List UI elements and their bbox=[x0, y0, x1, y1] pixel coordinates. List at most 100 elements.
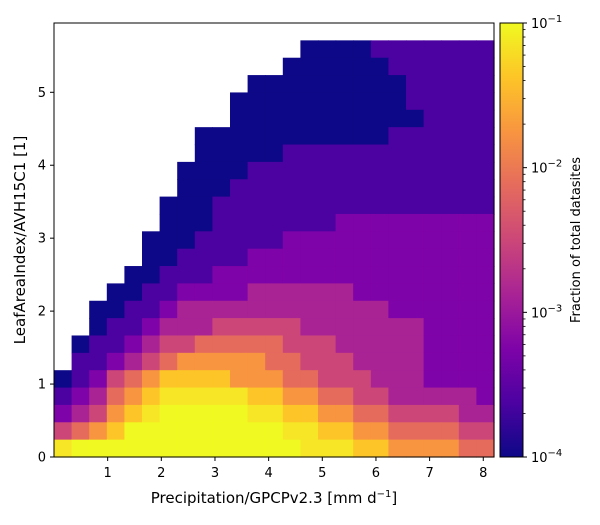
heatmap-cell bbox=[159, 335, 178, 354]
plot-frame bbox=[53, 22, 495, 458]
heatmap-cell bbox=[476, 248, 495, 267]
heatmap-cell bbox=[476, 266, 495, 284]
heatmap-cell bbox=[441, 370, 460, 389]
heatmap-cell bbox=[230, 335, 249, 354]
heatmap-cell bbox=[177, 248, 196, 267]
heatmap-cell bbox=[406, 196, 425, 215]
heatmap-cell bbox=[335, 109, 354, 128]
heatmap-cell bbox=[476, 213, 495, 232]
heatmap-cell bbox=[159, 283, 178, 302]
heatmap-cell bbox=[300, 335, 319, 354]
heatmap-cell bbox=[194, 266, 213, 284]
heatmap-cell bbox=[335, 422, 354, 441]
heatmap-cell bbox=[230, 144, 249, 163]
heatmap-cell bbox=[335, 387, 354, 406]
heatmap-cell bbox=[406, 40, 425, 59]
colorbar-tick-label: 10−3 bbox=[531, 303, 562, 321]
heatmap-cell bbox=[318, 370, 337, 389]
heatmap-cell bbox=[318, 161, 337, 180]
heatmap-cell bbox=[212, 404, 231, 423]
heatmap-cell bbox=[194, 213, 213, 232]
heatmap-cell bbox=[300, 300, 319, 319]
heatmap-cell bbox=[406, 144, 425, 163]
heatmap-cell bbox=[159, 370, 178, 389]
heatmap-cell bbox=[282, 179, 301, 198]
heatmap-cell bbox=[230, 179, 249, 198]
heatmap-cell bbox=[388, 318, 407, 337]
heatmap-cell bbox=[476, 300, 495, 319]
heatmap-cell bbox=[71, 335, 90, 354]
x-axis-label-tail: ] bbox=[391, 489, 397, 507]
heatmap-cell bbox=[423, 144, 442, 163]
heatmap-cell bbox=[142, 248, 161, 267]
heatmap-cell bbox=[318, 127, 337, 146]
heatmap-cell bbox=[476, 422, 495, 441]
heatmap-cell bbox=[212, 179, 231, 198]
heatmap-cell bbox=[370, 404, 389, 423]
heatmap-cell bbox=[458, 370, 477, 389]
colorbar-tick-label: 10−1 bbox=[531, 14, 562, 32]
heatmap-cell bbox=[159, 352, 178, 371]
heatmap-cell bbox=[476, 92, 495, 111]
heatmap-cell bbox=[353, 352, 372, 371]
heatmap-cell bbox=[335, 300, 354, 319]
heatmap-cell bbox=[282, 248, 301, 267]
heatmap-cell bbox=[476, 387, 495, 406]
heatmap-cell bbox=[265, 196, 284, 215]
heatmap-cell bbox=[476, 127, 495, 146]
x-tick-label: 4 bbox=[264, 466, 272, 481]
heatmap-cell bbox=[370, 370, 389, 389]
heatmap-cell bbox=[318, 213, 337, 232]
heatmap-cell bbox=[300, 109, 319, 128]
heatmap-cell bbox=[388, 387, 407, 406]
heatmap-cell bbox=[458, 404, 477, 423]
heatmap-cell bbox=[142, 300, 161, 319]
heatmap-cell bbox=[282, 127, 301, 146]
heatmap-cell bbox=[370, 422, 389, 441]
heatmap-cell bbox=[282, 352, 301, 371]
heatmap-cell bbox=[353, 283, 372, 302]
heatmap-cell bbox=[194, 127, 213, 146]
heatmap-cell bbox=[194, 300, 213, 319]
x-axis-ticks: 1 2 3 4 5 6 7 8 bbox=[104, 457, 487, 481]
heatmap-cell bbox=[406, 387, 425, 406]
heatmap-cell bbox=[89, 300, 108, 319]
heatmap-cell bbox=[353, 144, 372, 163]
heatmap-cell bbox=[265, 370, 284, 389]
heatmap-cell bbox=[212, 300, 231, 319]
heatmap-cell bbox=[423, 92, 442, 111]
x-tick-label: 7 bbox=[425, 466, 433, 481]
heatmap-cell bbox=[194, 283, 213, 302]
heatmap-cell bbox=[230, 352, 249, 371]
heatmap-cell bbox=[54, 439, 73, 458]
heatmap-cell bbox=[441, 404, 460, 423]
heatmap-cell bbox=[282, 266, 301, 284]
heatmap-cell bbox=[388, 75, 407, 94]
heatmap-cell bbox=[265, 300, 284, 319]
heatmap-cell bbox=[423, 57, 442, 76]
heatmap-cell bbox=[54, 422, 73, 441]
heatmap-cell bbox=[370, 248, 389, 267]
heatmap-cell bbox=[247, 387, 266, 406]
heatmap-cell bbox=[282, 196, 301, 215]
heatmap-cell bbox=[406, 213, 425, 232]
x-tick-label: 3 bbox=[211, 466, 219, 481]
heatmap-cell bbox=[335, 404, 354, 423]
heatmap-cell bbox=[300, 422, 319, 441]
heatmap-cell bbox=[388, 266, 407, 284]
heatmap-cell bbox=[458, 179, 477, 198]
heatmap-cell bbox=[370, 144, 389, 163]
heatmap-cell bbox=[159, 196, 178, 215]
heatmap-cell bbox=[318, 196, 337, 215]
heatmap-cell bbox=[194, 387, 213, 406]
heatmap-cell bbox=[300, 40, 319, 59]
heatmap-cell bbox=[194, 439, 213, 458]
heatmap-cell bbox=[335, 248, 354, 267]
heatmap-cell bbox=[476, 75, 495, 94]
heatmap-cell bbox=[406, 335, 425, 354]
heatmap-cell bbox=[177, 318, 196, 337]
heatmap-cell bbox=[353, 161, 372, 180]
heatmap-cell bbox=[142, 404, 161, 423]
heatmap-cell bbox=[247, 127, 266, 146]
